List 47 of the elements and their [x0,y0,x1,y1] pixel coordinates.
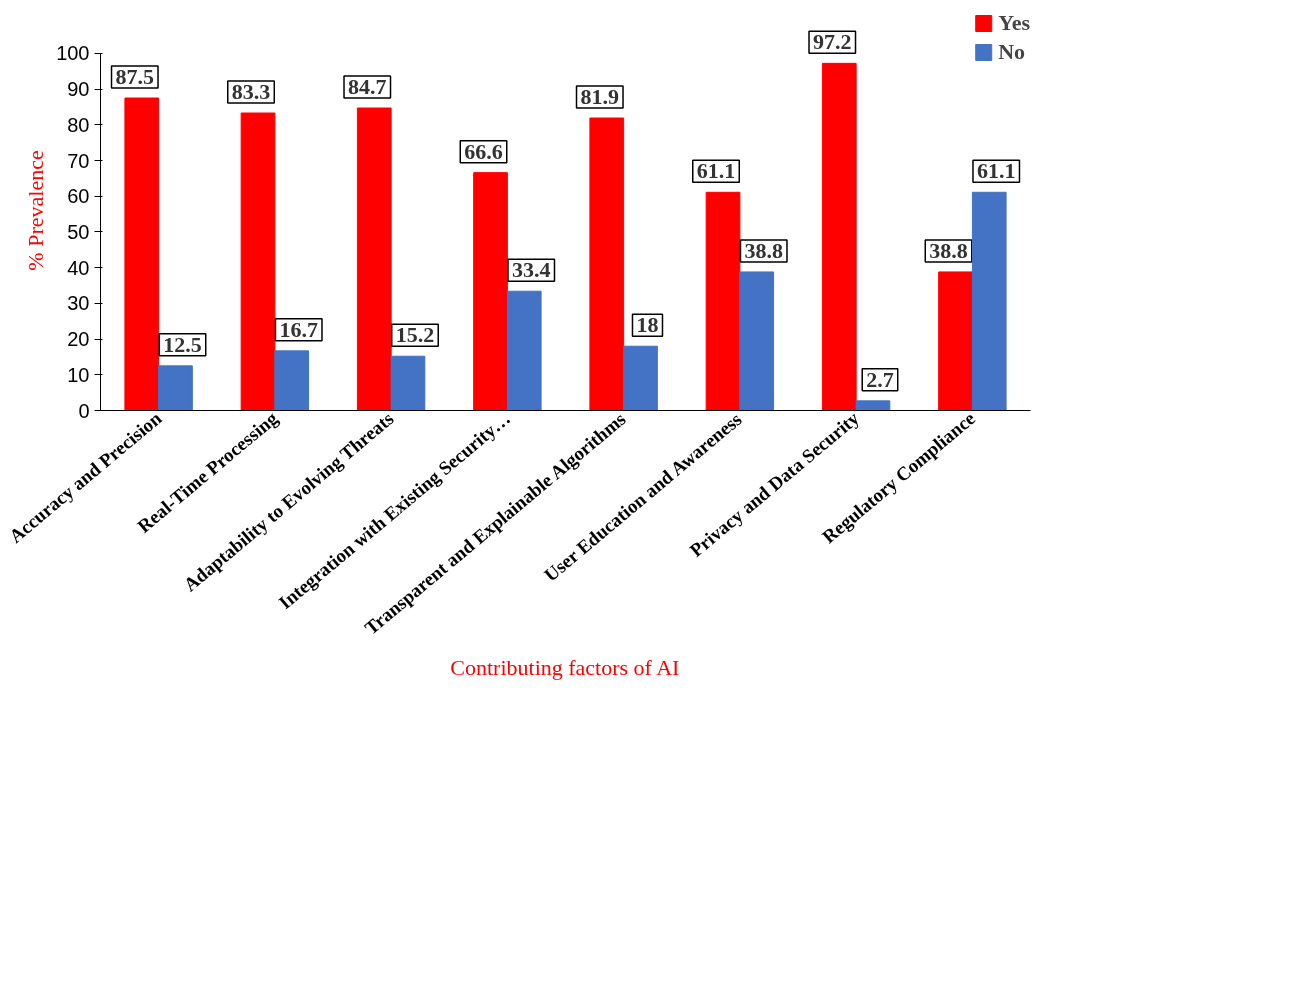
data-label: 61.1 [976,158,1016,184]
bar [821,62,857,411]
y-tick-label: 90 [67,78,90,101]
data-label: 38.8 [929,237,968,263]
y-axis-title: % Prevalence [23,150,49,271]
bar [855,400,891,411]
data-label: 12.5 [163,331,202,357]
bar [240,112,276,411]
data-label: 33.4 [511,257,551,283]
y-tick-label: 50 [67,220,90,243]
bar [739,271,775,411]
bar [705,191,741,411]
data-label: 18 [636,312,659,338]
bar [938,271,973,411]
data-label: 15.2 [395,322,435,348]
bar [356,107,392,411]
y-tick-label: 30 [67,292,90,315]
y-tick-label: 20 [67,328,90,351]
data-label: 84.7 [348,74,387,99]
y-tick-label: 0 [78,399,90,422]
bar [971,191,1007,411]
y-tick-label: 70 [67,149,90,172]
data-label: 97.2 [813,29,852,55]
y-tick-label: 80 [67,113,90,136]
legend-label: Yes [998,10,1030,36]
y-tick-label: 100 [56,42,90,65]
y-tick-label: 60 [67,185,90,208]
bar [390,355,426,411]
bar [506,290,542,411]
data-label: 66.6 [464,138,503,164]
bar [473,172,508,411]
data-label: 81.9 [580,84,620,109]
bar [124,97,160,411]
bar [158,365,193,411]
bar [623,345,658,411]
y-tick-label: 40 [67,256,90,279]
data-label: 61.1 [696,158,736,184]
y-tick-label: 10 [67,363,90,386]
data-label: 2.7 [866,366,894,392]
bar [274,350,310,411]
bar [589,117,625,411]
data-label: 16.7 [279,316,318,342]
data-label: 87.5 [115,64,155,89]
data-label: 38.8 [744,237,783,263]
legend-label: No [998,39,1026,65]
data-label: 83.3 [231,79,271,104]
x-axis-title: Contributing factors of AI [450,654,680,680]
